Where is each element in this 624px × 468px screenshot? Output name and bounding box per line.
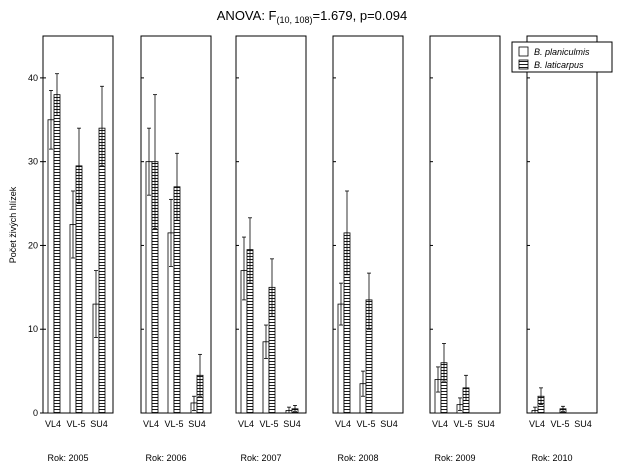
category-label-5-1: VL-5 — [550, 419, 569, 429]
panel-1: VL4 VL-5 SU4 Rok: 2006 — [140, 35, 212, 463]
category-label-3-0: VL4 — [335, 419, 351, 429]
panel-0: VL4 VL-5 SU4 Rok: 2005 — [42, 35, 114, 463]
bar-0-2-1 — [98, 127, 106, 414]
category-label-1-1: VL-5 — [164, 419, 183, 429]
panel-frame-4 — [429, 35, 501, 414]
bar-1-0-0 — [145, 161, 153, 414]
bar-0-0-1 — [53, 94, 61, 414]
category-label-0-0: VL4 — [45, 419, 61, 429]
y-tick-label-3: 30 — [28, 157, 38, 167]
panel-label-2: Rok: 2007 — [240, 453, 281, 463]
bar-1-1-1 — [173, 186, 181, 414]
panel-3: VL4 VL-5 SU4 Rok: 2008 — [332, 35, 404, 463]
bar-0-0-0 — [47, 119, 55, 414]
y-tick-label-4: 40 — [28, 73, 38, 83]
chart-title: ANOVA: F(10, 108)=1.679, p=0.094 — [217, 8, 407, 25]
category-label-4-0: VL4 — [432, 419, 448, 429]
legend-entry-0: B. planiculmis — [534, 47, 590, 57]
category-label-4-1: VL-5 — [453, 419, 472, 429]
y-tick-label-2: 20 — [28, 240, 38, 250]
category-label-5-0: VL4 — [529, 419, 545, 429]
category-label-1-2: SU4 — [188, 419, 206, 429]
category-label-2-0: VL4 — [238, 419, 254, 429]
title-rest: =1.679, p=0.094 — [313, 8, 408, 23]
y-tick-label-1: 10 — [28, 324, 38, 334]
legend-box — [511, 41, 613, 73]
category-label-4-2: SU4 — [477, 419, 495, 429]
panel-4: VL4 VL-5 SU4 Rok: 2009 — [429, 35, 501, 463]
category-label-3-2: SU4 — [380, 419, 398, 429]
panel-5: VL4 VL-5 SU4 Rok: 2010 — [526, 35, 598, 463]
category-label-0-1: VL-5 — [66, 419, 85, 429]
category-label-2-2: SU4 — [283, 419, 301, 429]
panel-frame-5 — [526, 35, 598, 414]
category-label-1-0: VL4 — [143, 419, 159, 429]
title-main: ANOVA: F — [217, 8, 277, 23]
legend-entry-1: B. laticarpus — [534, 60, 584, 70]
category-label-3-1: VL-5 — [356, 419, 375, 429]
legend-swatch-1 — [518, 59, 529, 70]
panel-label-3: Rok: 2008 — [337, 453, 378, 463]
panel-2: VL4 VL-5 SU4 Rok: 2007 — [235, 35, 307, 463]
category-label-2-1: VL-5 — [259, 419, 278, 429]
title-subscript: (10, 108) — [276, 15, 312, 25]
y-axis-label: Počet živých hlízek — [8, 186, 18, 263]
y-tick-label-0: 0 — [33, 408, 38, 418]
panel-label-5: Rok: 2010 — [531, 453, 572, 463]
category-label-0-2: SU4 — [90, 419, 108, 429]
legend-swatch-0 — [518, 46, 529, 57]
category-label-5-2: SU4 — [574, 419, 592, 429]
panel-label-1: Rok: 2006 — [145, 453, 186, 463]
panel-label-4: Rok: 2009 — [434, 453, 475, 463]
panel-label-0: Rok: 2005 — [47, 453, 88, 463]
